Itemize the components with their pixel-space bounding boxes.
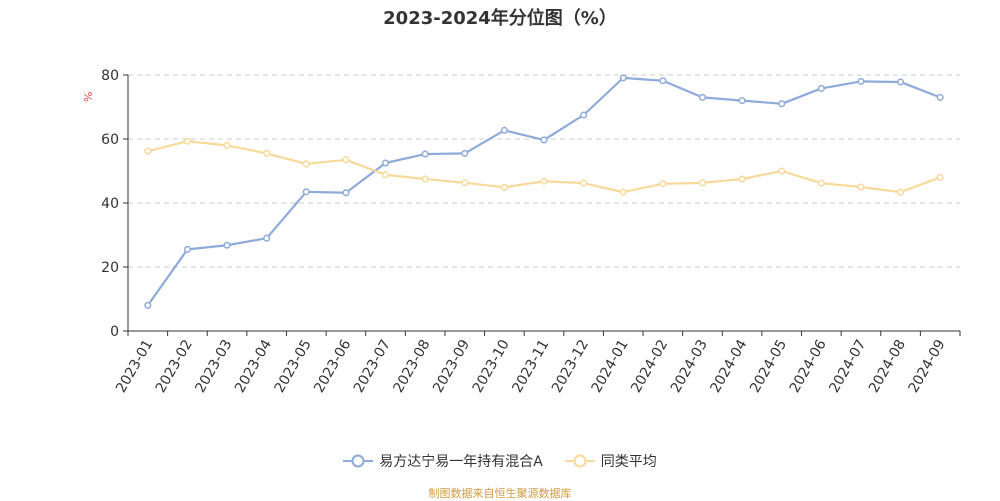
- x-tick-label: 2024-07: [826, 337, 869, 396]
- data-point: [461, 179, 469, 187]
- x-tick-label: 2024-01: [589, 337, 632, 396]
- axes: [123, 74, 961, 336]
- series-points: [144, 74, 944, 309]
- legend-label-series-b: 同类平均: [600, 454, 657, 470]
- y-tick-label: 0: [110, 324, 119, 340]
- data-point: [144, 301, 152, 309]
- data-point: [936, 173, 944, 181]
- legend-label-series-a: 易方达宁易一年持有混合A: [379, 454, 543, 470]
- x-tick-label: 2023-07: [351, 337, 394, 396]
- x-tick-label: 2023-12: [549, 337, 592, 396]
- data-point: [738, 97, 746, 105]
- source-footer: 制图数据来自恒生聚源数据库: [428, 487, 572, 500]
- x-tick-label: 2023-01: [113, 337, 156, 396]
- x-tick-label: 2023-09: [430, 337, 473, 396]
- data-point: [897, 188, 905, 196]
- data-point: [500, 183, 508, 191]
- data-point: [738, 175, 746, 183]
- series-line: [146, 76, 941, 307]
- data-point: [936, 93, 944, 101]
- y-tick-label: 80: [101, 68, 119, 84]
- data-point: [778, 100, 786, 108]
- y-tick-label: 40: [101, 196, 119, 212]
- data-point: [698, 179, 707, 187]
- x-tick-label: 2023-05: [272, 337, 315, 396]
- x-tick-label: 2023-10: [470, 337, 513, 396]
- data-point: [421, 150, 429, 158]
- data-point: [540, 136, 548, 144]
- data-point: [659, 77, 667, 85]
- data-point: [342, 156, 350, 164]
- data-point: [342, 189, 350, 197]
- x-tick-label: 2024-02: [628, 337, 671, 396]
- data-point: [421, 175, 429, 183]
- data-point: [263, 234, 271, 242]
- chart-title: 2023-2024年分位图（%）: [383, 8, 617, 29]
- data-point: [263, 149, 271, 157]
- x-tick-label: 2024-09: [906, 337, 949, 396]
- x-tick-label: 2024-03: [668, 337, 711, 396]
- data-point: [183, 137, 191, 145]
- data-point: [500, 126, 508, 134]
- x-tick-label: 2023-06: [311, 337, 354, 396]
- data-point: [897, 78, 905, 86]
- legend-line-circle-icon: [343, 454, 374, 468]
- data-point: [619, 188, 627, 196]
- data-point: [778, 167, 786, 175]
- x-tick-label: 2024-05: [747, 337, 790, 396]
- data-point: [817, 179, 825, 187]
- x-tick-label: 2024-06: [787, 337, 830, 396]
- data-point: [144, 147, 152, 155]
- data-point: [857, 183, 865, 191]
- data-point: [540, 177, 548, 185]
- data-point: [381, 171, 390, 179]
- data-point: [302, 188, 310, 196]
- data-point: [580, 111, 588, 119]
- x-tick-label: 2024-04: [707, 337, 750, 396]
- legend: 易方达宁易一年持有混合A 同类平均: [0, 451, 1000, 471]
- legend-item-series-a[interactable]: 易方达宁易一年持有混合A: [343, 451, 543, 471]
- x-tick-label: 2023-08: [391, 337, 434, 396]
- data-point: [857, 77, 865, 85]
- data-point: [223, 241, 231, 249]
- data-point: [302, 160, 310, 168]
- x-tick-label: 2023-03: [192, 337, 235, 396]
- x-tick-label: 2023-04: [232, 337, 275, 396]
- data-point: [698, 93, 707, 101]
- x-tick-label: 2023-02: [153, 337, 196, 396]
- data-point: [223, 141, 231, 149]
- legend-line-circle-icon: [564, 454, 595, 468]
- y-tick-label: 60: [101, 132, 119, 148]
- data-point: [183, 245, 191, 253]
- series-lines: [146, 76, 941, 307]
- data-point: [659, 180, 667, 188]
- grid-lines: [128, 74, 960, 268]
- data-point: [381, 159, 390, 167]
- y-tick-label: 20: [101, 260, 119, 276]
- legend-item-series-b[interactable]: 同类平均: [564, 451, 657, 471]
- x-tick-label: 2024-08: [866, 337, 909, 396]
- data-point: [580, 179, 588, 187]
- axis-labels: 020406080%2023-012023-022023-032023-0420…: [82, 68, 949, 396]
- data-point: [817, 84, 825, 92]
- data-point: [619, 74, 627, 82]
- x-tick-label: 2023-11: [509, 337, 552, 396]
- data-point: [461, 149, 469, 157]
- y-axis-label: %: [82, 92, 95, 102]
